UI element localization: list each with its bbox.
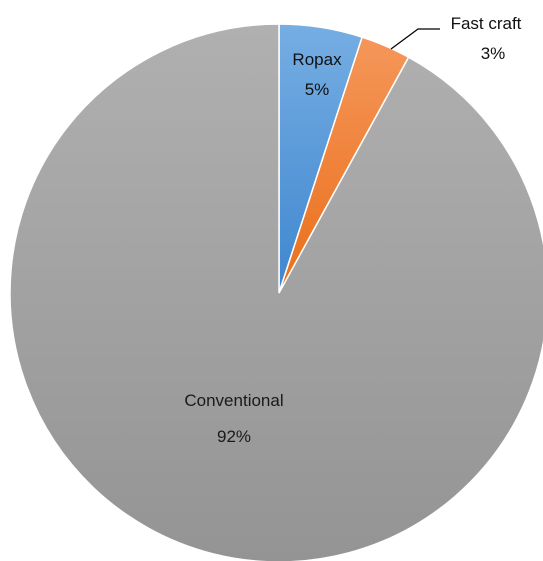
ropax-value-label: 5% [305, 80, 330, 99]
conventional-value-label: 92% [217, 427, 251, 446]
fast-craft-value-label: 3% [481, 44, 506, 63]
pie-slice-conventional [9, 23, 543, 561]
ropax-label: Ropax [292, 50, 342, 69]
fast-craft-label: Fast craft [451, 14, 522, 33]
pie-slices [9, 23, 543, 561]
conventional-label: Conventional [184, 391, 283, 410]
slice-labels: Ropax 5% Fast craft 3% Conventional 92% [184, 14, 521, 446]
fast-craft-leader-line [390, 28, 440, 50]
